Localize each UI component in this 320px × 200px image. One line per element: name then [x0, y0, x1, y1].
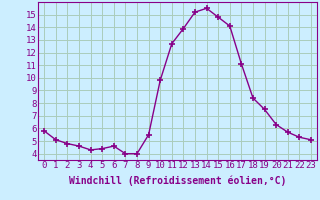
X-axis label: Windchill (Refroidissement éolien,°C): Windchill (Refroidissement éolien,°C) [69, 176, 286, 186]
